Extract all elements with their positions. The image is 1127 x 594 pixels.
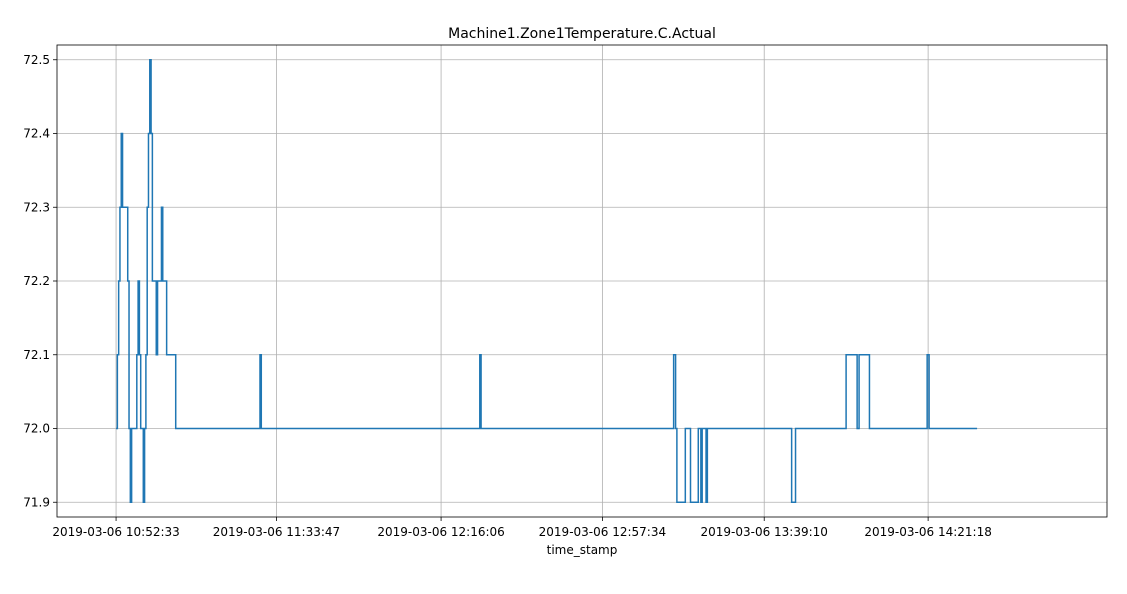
y-tick-label: 71.9 [23,495,50,509]
x-tick-label: 2019-03-06 13:39:10 [700,525,827,539]
x-tick-label: 2019-03-06 14:21:18 [864,525,991,539]
x-axis-label: time_stamp [547,543,618,557]
x-tick-label: 2019-03-06 12:16:06 [377,525,504,539]
y-tick-label: 72.3 [23,200,50,214]
y-axis-ticks: 71.9 72.0 72.1 72.2 72.3 72.4 72.5 [23,53,57,509]
x-tick-label: 2019-03-06 10:52:33 [52,525,179,539]
y-tick-label: 72.1 [23,348,50,362]
chart-title: Machine1.Zone1Temperature.C.Actual [448,26,716,42]
y-tick-label: 72.2 [23,274,50,288]
y-tick-label: 72.4 [23,127,50,141]
x-tick-label: 2019-03-06 12:57:34 [539,525,666,539]
series-line [116,59,978,503]
series-layer [116,59,978,503]
y-tick-label: 72.0 [23,422,50,436]
x-tick-label: 2019-03-06 11:33:47 [213,525,340,539]
y-tick-label: 72.5 [23,53,50,67]
x-axis-ticks: 2019-03-06 10:52:33 2019-03-06 11:33:47 20… [52,517,992,539]
